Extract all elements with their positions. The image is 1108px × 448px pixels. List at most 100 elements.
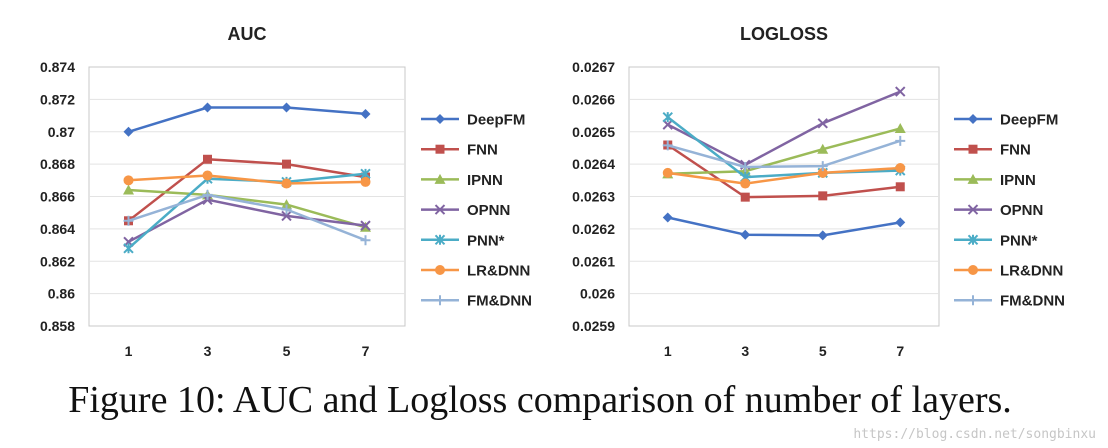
logloss-legend-label: PNN* (1000, 232, 1038, 249)
auc-point-lr-dnn (360, 176, 371, 187)
auc-point-fm-dnn (281, 204, 292, 215)
logloss-legend-label: FM&DNN (1000, 293, 1065, 310)
auc-point-lr-dnn (202, 170, 213, 181)
logloss-line-lr-dnn (667, 166, 901, 185)
logloss-point-lr-dnn (817, 167, 828, 178)
auc-legend-marker (435, 295, 445, 306)
auc-legend-item-pnn: PNN* (421, 232, 505, 249)
auc-point-fm-dnn (123, 215, 134, 226)
logloss-xtick-label: 1 (664, 343, 672, 359)
auc-series-fm-dnn (123, 189, 371, 246)
auc-legend-item-opnn: OPNN (421, 202, 510, 219)
logloss-legend-item-fm-dnn: FM&DNN (954, 293, 1065, 310)
logloss-line-ipnn (667, 127, 901, 176)
auc-point-opnn (281, 210, 292, 222)
logloss-title: LOGLOSS (740, 24, 828, 44)
logloss-ytick-label: 0.0266 (572, 91, 615, 107)
logloss-xtick-label: 5 (819, 343, 827, 359)
logloss-legend-marker (968, 114, 978, 124)
logloss-ytick-label: 0.0262 (572, 221, 615, 237)
auc-series-deepfm (123, 102, 371, 137)
auc-point-lr-dnn (123, 175, 134, 186)
logloss-legend-marker (967, 173, 979, 184)
auc-legend-marker (434, 173, 446, 184)
logloss-point-opnn (662, 119, 673, 130)
auc-ytick-label: 0.86 (48, 286, 75, 302)
auc-xtick-label: 7 (362, 343, 370, 359)
auc-ytick-label: 0.872 (40, 91, 75, 107)
auc-line-deepfm (128, 106, 366, 133)
auc-chart: AUC 0.874 0.872 0.87 0.868 0.866 0.864 0.862 0.8… (40, 24, 532, 359)
auc-ytick-label: 0.862 (40, 253, 75, 269)
auc-legend-item-ipnn: IPNN (421, 172, 503, 189)
auc-legend-label: DeepFM (467, 112, 525, 129)
logloss-series-opnn (662, 86, 906, 170)
auc-line-opnn (127, 198, 366, 243)
auc-point-deepfm (281, 102, 292, 113)
auc-xtick-label: 5 (283, 343, 291, 359)
logloss-legend-item-fnn: FNN (954, 142, 1031, 159)
auc-ytick-label: 0.858 (40, 318, 75, 334)
watermark: https://blog.csdn.net/songbinxu (853, 427, 1096, 442)
auc-legend-label: IPNN (467, 172, 503, 189)
auc-point-deepfm (123, 126, 134, 137)
auc-point-ipnn (281, 199, 292, 210)
logloss-line-pnn (667, 116, 901, 179)
logloss-ytick-label: 0.0261 (572, 253, 615, 269)
logloss-legend-label: LR&DNN (1000, 263, 1063, 280)
logloss-legend-item-opnn: OPNN (954, 202, 1043, 219)
logloss-point-ipnn (894, 123, 906, 134)
logloss-point-lr-dnn (662, 167, 673, 178)
logloss-point-fm-dnn (817, 161, 828, 172)
auc-ytick-label: 0.87 (48, 124, 75, 140)
logloss-legend-item-deepfm: DeepFM (954, 112, 1058, 129)
auc-legend-item-lr-dnn: LR&DNN (421, 263, 530, 280)
logloss-chart: LOGLOSS0.02670.02660.02650.02640.02630.0… (572, 24, 1065, 359)
logloss-point-deepfm (817, 230, 828, 241)
auc-point-fm-dnn (360, 235, 371, 246)
auc-point-fnn (203, 154, 212, 164)
auc-ytick-label: 0.868 (40, 156, 75, 172)
logloss-point-fnn (740, 192, 750, 202)
auc-point-fnn (282, 159, 291, 169)
auc-point-lr-dnn (281, 178, 292, 189)
logloss-ytick-label: 0.0265 (572, 124, 615, 140)
auc-legend-item-fnn: FNN (421, 142, 498, 159)
auc-legend-marker (434, 204, 446, 215)
logloss-legend-marker (967, 234, 979, 246)
logloss-point-deepfm (662, 212, 673, 223)
logloss-point-lr-dnn (895, 163, 906, 174)
auc-legend-label: LR&DNN (467, 263, 530, 280)
auc-legend-item-deepfm: DeepFM (421, 112, 525, 129)
logloss-ytick-label: 0.0264 (572, 156, 615, 172)
auc-series-lr-dnn (123, 170, 371, 189)
figure-caption: Figure 10: AUC and Logloss comparison of… (68, 379, 1012, 421)
logloss-point-deepfm (895, 217, 906, 228)
logloss-ytick-label: 0.0259 (572, 318, 615, 334)
logloss-legend-item-ipnn: IPNN (954, 172, 1036, 189)
auc-point-ipnn (123, 184, 134, 195)
logloss-point-opnn (817, 118, 828, 129)
auc-legend-label: PNN* (467, 232, 505, 249)
auc-legend-item-fm-dnn: FM&DNN (421, 293, 532, 310)
auc-legend-label: FM&DNN (467, 293, 532, 310)
auc-ytick-label: 0.874 (40, 59, 75, 75)
auc-legend-marker (435, 114, 445, 124)
auc-legend-marker (435, 265, 445, 275)
logloss-series-lr-dnn (662, 163, 906, 189)
logloss-point-deepfm (740, 229, 751, 240)
logloss-legend-item-lr-dnn: LR&DNN (954, 263, 1063, 280)
logloss-point-lr-dnn (740, 178, 751, 189)
auc-point-fm-dnn (202, 189, 213, 200)
logloss-ytick-label: 0.0267 (572, 59, 615, 75)
logloss-point-fnn (818, 191, 828, 201)
logloss-point-opnn (895, 86, 906, 97)
logloss-point-fm-dnn (662, 140, 673, 151)
auc-legend-label: OPNN (467, 202, 510, 219)
auc-point-pnn (123, 243, 134, 254)
logloss-legend-label: FNN (1000, 142, 1031, 159)
logloss-line-deepfm (667, 216, 901, 237)
auc-legend-marker (434, 234, 446, 246)
logloss-ytick-label: 0.026 (580, 286, 615, 302)
logloss-point-fnn (895, 182, 905, 192)
